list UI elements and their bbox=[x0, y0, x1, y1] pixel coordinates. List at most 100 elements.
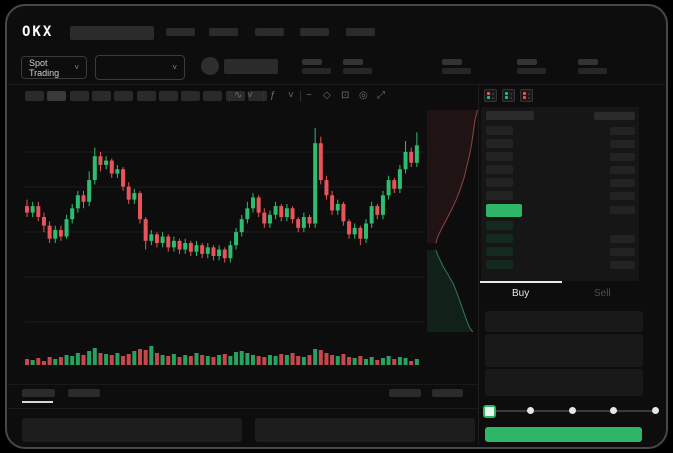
ask-row-price-placeholder[interactable] bbox=[486, 152, 513, 161]
compare-icon[interactable]: ◇ bbox=[323, 90, 331, 101]
bid-row-amount-placeholder[interactable] bbox=[610, 235, 635, 243]
candle-body bbox=[143, 219, 148, 241]
timeframe-button-placeholder[interactable] bbox=[225, 91, 245, 101]
bid-row-price-placeholder[interactable] bbox=[486, 247, 513, 256]
slider-stop[interactable] bbox=[610, 407, 617, 414]
candle-body bbox=[273, 206, 278, 215]
okx-logo[interactable]: OKX bbox=[22, 24, 54, 40]
candle-body bbox=[313, 143, 318, 224]
book-both-view-icon[interactable] bbox=[484, 89, 497, 102]
bottom-panel-placeholder bbox=[22, 418, 242, 442]
candle-body bbox=[64, 219, 69, 237]
nav-item-placeholder[interactable] bbox=[209, 28, 238, 36]
candle-body bbox=[392, 180, 397, 189]
active-tab-indicator bbox=[480, 281, 562, 283]
bid-row-amount-placeholder[interactable] bbox=[610, 248, 635, 256]
timeframe-button-placeholder[interactable] bbox=[91, 91, 111, 101]
search-placeholder[interactable] bbox=[70, 26, 154, 40]
candle-body bbox=[81, 195, 86, 202]
bid-row-price-placeholder[interactable] bbox=[486, 234, 513, 243]
volume-bar bbox=[364, 359, 368, 365]
last-price-highlight[interactable] bbox=[486, 204, 522, 217]
volume-bar bbox=[177, 357, 182, 365]
candlestick-chart[interactable] bbox=[25, 108, 425, 370]
nav-item-placeholder[interactable] bbox=[346, 28, 375, 36]
tab-buy-label: Buy bbox=[512, 288, 530, 299]
alert-icon[interactable]: ◎ bbox=[359, 90, 368, 101]
snapshot-icon[interactable]: ⊡ bbox=[341, 90, 350, 101]
volume-bar bbox=[183, 355, 188, 365]
volume-bar bbox=[132, 351, 137, 365]
volume-bar bbox=[330, 355, 335, 365]
candle-body bbox=[160, 236, 165, 244]
ask-row-price-placeholder[interactable] bbox=[486, 139, 513, 148]
ask-row-amount-placeholder[interactable] bbox=[610, 127, 635, 135]
volume-bar bbox=[205, 356, 210, 365]
bottom-action-placeholder[interactable] bbox=[389, 389, 421, 397]
timeframe-button-placeholder[interactable] bbox=[136, 91, 156, 101]
bid-row-price-placeholder[interactable] bbox=[486, 260, 513, 269]
ask-row-amount-placeholder[interactable] bbox=[610, 140, 635, 148]
ticker-stat-value-placeholder bbox=[343, 68, 372, 74]
book-bids-view-icon[interactable] bbox=[502, 89, 515, 102]
volume-bar bbox=[160, 355, 165, 365]
book-asks-view-icon[interactable] bbox=[520, 89, 533, 102]
ask-row-amount-placeholder[interactable] bbox=[610, 166, 635, 174]
depth-chart[interactable] bbox=[427, 110, 479, 332]
volume-bar bbox=[75, 353, 80, 365]
chevron-down-icon[interactable]: ˅ bbox=[288, 90, 294, 101]
timeframe-button-placeholder[interactable] bbox=[181, 91, 201, 101]
ask-row-amount-placeholder[interactable] bbox=[610, 153, 635, 161]
ask-row-amount-placeholder[interactable] bbox=[610, 179, 635, 187]
indicator-fx-icon[interactable]: ƒ bbox=[270, 90, 276, 101]
slider-stop[interactable] bbox=[652, 407, 659, 414]
line-draw-icon[interactable]: ~ bbox=[306, 90, 312, 101]
slider-handle[interactable] bbox=[483, 405, 496, 418]
chevron-down-icon[interactable]: ˅ bbox=[247, 90, 253, 101]
ask-row-price-placeholder[interactable] bbox=[486, 165, 513, 174]
timeframe-button-placeholder[interactable] bbox=[248, 91, 267, 101]
timeframe-button-placeholder[interactable] bbox=[69, 91, 89, 101]
candle-style-icon[interactable]: ∿ bbox=[234, 90, 243, 101]
ask-row-amount-placeholder[interactable] bbox=[610, 192, 635, 200]
price-input[interactable] bbox=[485, 311, 643, 332]
bottom-tab-placeholder[interactable] bbox=[68, 389, 100, 397]
candle-body bbox=[222, 249, 227, 259]
ask-row-price-placeholder[interactable] bbox=[486, 178, 513, 187]
volume-bar bbox=[222, 354, 227, 365]
market-type-dropdown[interactable]: Spot Trading ˅ bbox=[21, 56, 87, 79]
timeframe-button-placeholder[interactable] bbox=[25, 91, 44, 101]
volume-bar bbox=[217, 355, 222, 365]
candle-body bbox=[121, 169, 126, 187]
timeframe-button-placeholder[interactable] bbox=[203, 91, 223, 101]
bottom-tab-placeholder[interactable] bbox=[22, 389, 55, 397]
ticker-stat-value-placeholder bbox=[442, 68, 471, 74]
candle-body bbox=[188, 243, 193, 252]
nav-item-placeholder[interactable] bbox=[166, 28, 195, 36]
nav-item-placeholder[interactable] bbox=[255, 28, 284, 36]
volume-bar bbox=[284, 355, 289, 365]
volume-bar bbox=[239, 351, 244, 365]
slider-stop[interactable] bbox=[527, 407, 534, 414]
candle-body bbox=[279, 206, 284, 217]
ask-row-price-placeholder[interactable] bbox=[486, 191, 513, 200]
bottom-section-divider bbox=[8, 384, 478, 385]
timeframe-button-placeholder[interactable] bbox=[158, 91, 178, 101]
bottom-action-placeholder[interactable] bbox=[432, 389, 463, 397]
fullscreen-icon[interactable]: ⤢ bbox=[377, 90, 385, 101]
bid-row-amount-placeholder[interactable] bbox=[610, 261, 635, 269]
amount-input[interactable] bbox=[485, 334, 643, 367]
nav-item-placeholder[interactable] bbox=[300, 28, 329, 36]
candle-body bbox=[251, 197, 255, 209]
candle-body bbox=[301, 216, 306, 228]
total-input[interactable] bbox=[485, 369, 643, 396]
pair-dropdown[interactable]: ˅ bbox=[95, 55, 185, 80]
tab-buy[interactable]: Buy bbox=[480, 282, 562, 307]
slider-stop[interactable] bbox=[569, 407, 576, 414]
ask-row-price-placeholder[interactable] bbox=[486, 126, 513, 135]
buy-button[interactable] bbox=[485, 427, 642, 442]
bid-row-price-placeholder[interactable] bbox=[486, 221, 513, 230]
timeframe-button-placeholder[interactable] bbox=[114, 91, 134, 101]
timeframe-button-placeholder[interactable] bbox=[47, 91, 67, 101]
tab-sell[interactable]: Sell bbox=[562, 282, 645, 307]
